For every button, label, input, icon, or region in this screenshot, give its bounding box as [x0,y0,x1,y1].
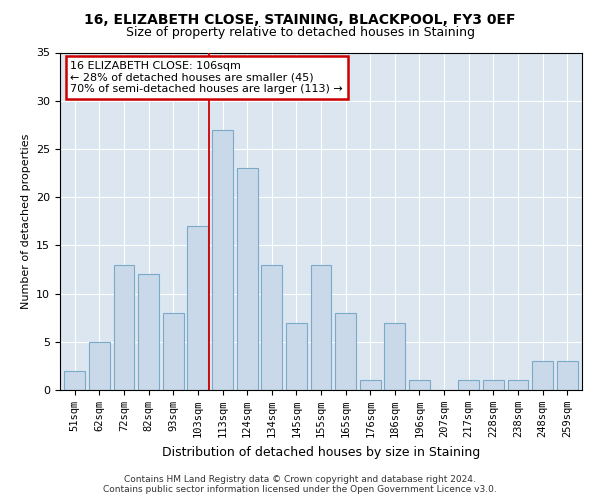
Bar [163,313,184,390]
Bar [89,342,110,390]
Bar [557,361,578,390]
Bar [335,313,356,390]
Bar [212,130,233,390]
X-axis label: Distribution of detached houses by size in Staining: Distribution of detached houses by size … [162,446,480,458]
Bar [138,274,159,390]
Bar [385,322,406,390]
Y-axis label: Number of detached properties: Number of detached properties [20,134,31,309]
Bar [113,264,134,390]
Bar [286,322,307,390]
Bar [508,380,529,390]
Bar [483,380,504,390]
Text: 16 ELIZABETH CLOSE: 106sqm
← 28% of detached houses are smaller (45)
70% of semi: 16 ELIZABETH CLOSE: 106sqm ← 28% of deta… [70,61,343,94]
Bar [311,264,331,390]
Bar [458,380,479,390]
Text: 16, ELIZABETH CLOSE, STAINING, BLACKPOOL, FY3 0EF: 16, ELIZABETH CLOSE, STAINING, BLACKPOOL… [84,12,516,26]
Bar [532,361,553,390]
Bar [236,168,257,390]
Bar [64,370,85,390]
Bar [360,380,381,390]
Text: Size of property relative to detached houses in Staining: Size of property relative to detached ho… [125,26,475,39]
Bar [187,226,208,390]
Bar [409,380,430,390]
Bar [261,264,282,390]
Text: Contains HM Land Registry data © Crown copyright and database right 2024.
Contai: Contains HM Land Registry data © Crown c… [103,474,497,494]
